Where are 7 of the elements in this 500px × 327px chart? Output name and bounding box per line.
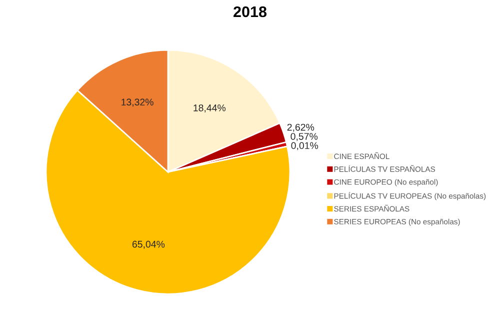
data-label: 18,44% [194, 104, 226, 112]
data-label: 65,04% [132, 240, 165, 249]
data-label: 2,62% [287, 124, 314, 132]
data-label: 13,32% [122, 98, 154, 107]
chart-title: 2018 [234, 6, 267, 18]
data-label: 0,01% [291, 142, 318, 150]
data-label: 0,57% [290, 132, 318, 142]
